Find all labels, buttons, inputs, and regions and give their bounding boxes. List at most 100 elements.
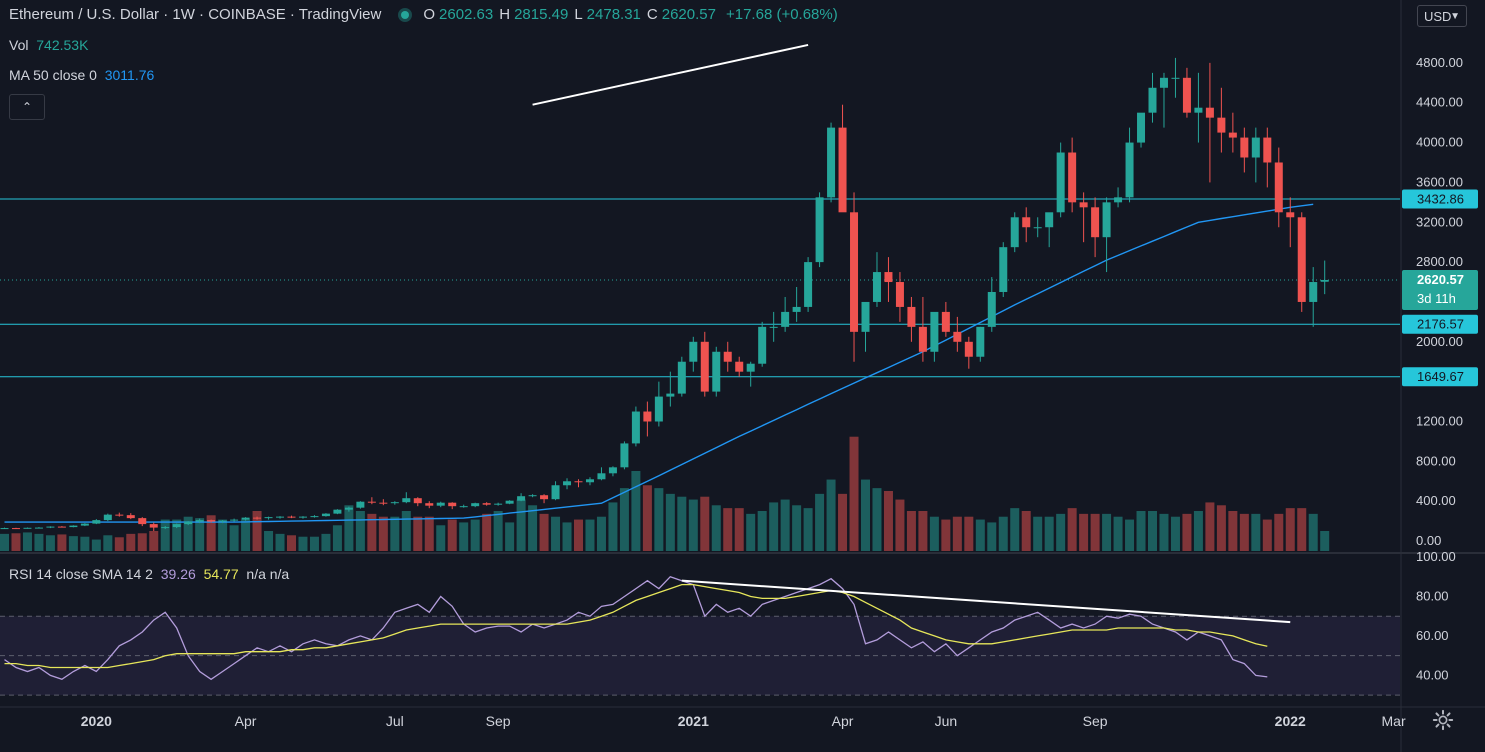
market-status-dot bbox=[401, 10, 410, 19]
candle-body bbox=[631, 411, 640, 444]
volume-bar bbox=[987, 522, 997, 551]
volume-bar bbox=[861, 479, 870, 551]
chevron-down-icon: ▼ bbox=[1450, 11, 1460, 22]
rsi-na-values: n/a n/a bbox=[246, 566, 290, 582]
volume-bar bbox=[539, 513, 549, 551]
candle-body bbox=[735, 361, 744, 372]
volume-bar bbox=[1056, 513, 1066, 551]
candle-body bbox=[517, 496, 526, 501]
volume-bar bbox=[883, 491, 893, 551]
rsi-sma-series bbox=[4, 583, 1268, 669]
volume-bar bbox=[746, 513, 756, 551]
volume-bar bbox=[723, 508, 733, 551]
rsi-legend[interactable]: RSI 14 close SMA 14 2 39.26 54.77 n/a n/… bbox=[9, 566, 289, 582]
ohlc-value-h: 2815.49 bbox=[514, 6, 569, 23]
volume-bar bbox=[998, 516, 1008, 551]
price-tick-label: 4800.00 bbox=[1416, 55, 1463, 70]
ohlc-key-o: O bbox=[423, 6, 436, 23]
volume-bar bbox=[562, 522, 572, 551]
candle-body bbox=[276, 516, 285, 518]
volume-bar bbox=[172, 519, 182, 551]
ma-legend[interactable]: MA 50 close 0 3011.76 bbox=[9, 67, 154, 83]
volume-bar bbox=[1285, 508, 1295, 551]
price-change: +17.68 (+0.68%) bbox=[725, 6, 838, 23]
volume-bar bbox=[734, 508, 744, 551]
candle-body bbox=[597, 473, 606, 480]
gear-icon[interactable] bbox=[1432, 709, 1454, 731]
candle-body bbox=[872, 272, 881, 302]
price-tick-label: 800.00 bbox=[1416, 453, 1456, 468]
candle-body bbox=[195, 520, 204, 522]
price-tick-label: 3200.00 bbox=[1416, 214, 1463, 229]
rsi-band bbox=[0, 615, 1400, 696]
candle-body bbox=[1033, 227, 1042, 229]
candle-body bbox=[1056, 152, 1065, 213]
candle-body bbox=[413, 498, 422, 504]
candle-body bbox=[23, 527, 32, 529]
rsi-tick-label: 80.00 bbox=[1416, 588, 1449, 603]
price-tick-label: 4400.00 bbox=[1416, 95, 1463, 110]
symbol-title[interactable]: Ethereum / U.S. Dollar · 1W · COINBASE ·… bbox=[9, 6, 382, 23]
volume-bar bbox=[321, 533, 331, 551]
candle-body bbox=[1194, 107, 1203, 113]
candle-body bbox=[34, 527, 43, 529]
candle-body bbox=[884, 272, 893, 283]
volume-bar bbox=[45, 535, 55, 551]
volume-bar bbox=[229, 525, 239, 551]
volume-bar bbox=[264, 531, 274, 551]
candle-body bbox=[1182, 77, 1191, 113]
symbol-legend: Ethereum / U.S. Dollar · 1W · COINBASE ·… bbox=[9, 6, 844, 23]
volume-bar bbox=[390, 516, 400, 551]
candle-body bbox=[310, 516, 319, 518]
volume-label: Vol bbox=[9, 37, 29, 53]
volume-bar bbox=[1148, 511, 1157, 551]
volume-bar bbox=[654, 488, 664, 551]
candle-body bbox=[987, 291, 996, 327]
volume-bar bbox=[195, 518, 205, 551]
volume-bar bbox=[1010, 508, 1020, 551]
candle-body bbox=[321, 513, 330, 517]
candle-body bbox=[907, 306, 916, 327]
currency-value: USD bbox=[1424, 9, 1452, 24]
volume-bar bbox=[1182, 513, 1192, 551]
candle-body bbox=[953, 331, 962, 342]
candle-body bbox=[964, 341, 973, 357]
volume-bar bbox=[424, 516, 434, 551]
collapse-legend-button[interactable]: ⌃ bbox=[9, 94, 45, 120]
volume-legend[interactable]: Vol 742.53K bbox=[9, 37, 88, 53]
candle-body bbox=[976, 326, 985, 357]
currency-select[interactable]: USD ▼ bbox=[1417, 5, 1467, 27]
candle-body bbox=[827, 127, 836, 198]
candle-body bbox=[46, 526, 55, 528]
price-label-countdown: 3d 11h bbox=[1417, 291, 1456, 306]
time-tick-label: Apr bbox=[832, 713, 854, 729]
volume-bar bbox=[1228, 511, 1238, 551]
volume-bar bbox=[367, 513, 377, 551]
candle-body bbox=[654, 396, 663, 422]
price-label-box bbox=[1402, 189, 1478, 209]
candle-body bbox=[436, 502, 445, 506]
candle-body bbox=[69, 525, 78, 528]
candle-body bbox=[1102, 202, 1111, 238]
candle-body bbox=[184, 521, 193, 525]
candle-body bbox=[1228, 132, 1237, 138]
volume-bar bbox=[815, 493, 825, 551]
price-tick-label: 2000.00 bbox=[1416, 334, 1463, 349]
candle-body bbox=[540, 495, 549, 500]
candle-body bbox=[1297, 217, 1306, 302]
candle-body bbox=[149, 524, 158, 528]
volume-bar bbox=[585, 519, 595, 551]
candle-body bbox=[585, 479, 594, 483]
candle-body bbox=[253, 517, 262, 519]
volume-bar bbox=[344, 505, 354, 551]
volume-bar bbox=[183, 516, 193, 551]
volume-bar bbox=[0, 533, 9, 551]
volume-bar bbox=[906, 511, 916, 551]
volume-bar bbox=[1159, 513, 1169, 551]
time-tick-label: Jun bbox=[935, 713, 958, 729]
axes: 4800.00 4400.00 4000.00 3600.00 3200.00 2800.… bbox=[81, 55, 1478, 729]
volume-bar bbox=[378, 516, 388, 551]
volume-bar bbox=[1044, 516, 1054, 551]
candle-body bbox=[264, 517, 273, 519]
